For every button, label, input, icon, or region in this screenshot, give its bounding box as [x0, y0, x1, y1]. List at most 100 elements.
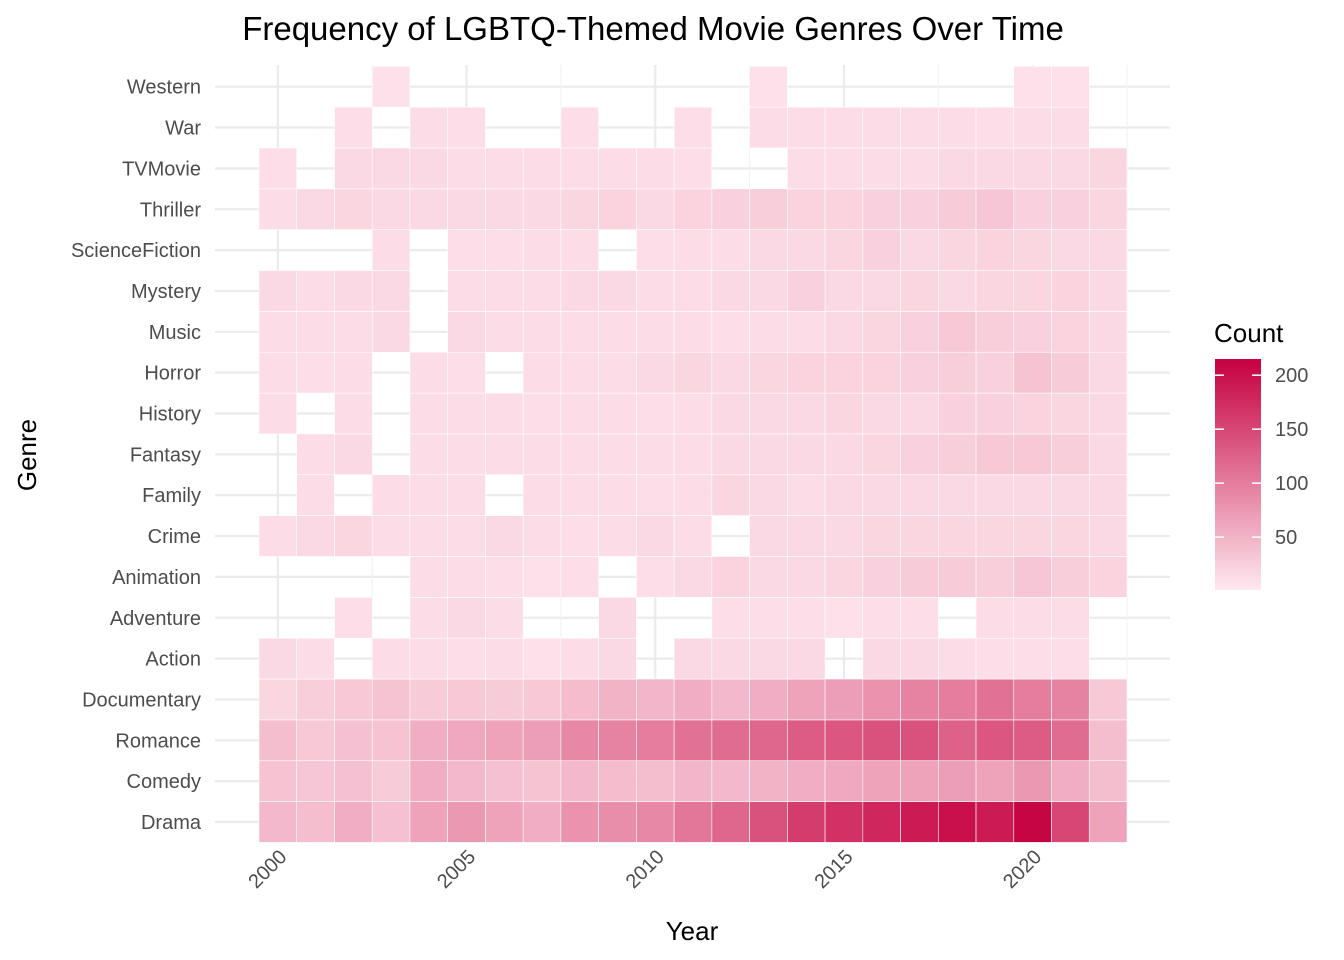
heatmap-cell — [787, 760, 826, 802]
heatmap-cell — [900, 515, 939, 557]
heatmap-cell — [409, 474, 448, 516]
heatmap-cell — [334, 678, 373, 721]
heatmap-cell — [824, 188, 864, 230]
heatmap-cell — [409, 106, 448, 149]
y-tick-label: Music — [149, 322, 201, 344]
heatmap-cell — [636, 678, 675, 721]
heatmap-cell — [673, 637, 713, 680]
heatmap-cell — [447, 229, 486, 271]
heatmap-cell — [485, 678, 524, 721]
heatmap-cell — [258, 392, 298, 435]
heatmap-cell — [598, 392, 637, 435]
heatmap-cell — [673, 351, 713, 394]
heatmap-cell — [636, 801, 675, 843]
heatmap-cell — [447, 433, 486, 476]
heatmap-cell — [1088, 760, 1128, 802]
legend-tick-label: 100 — [1275, 473, 1308, 495]
chart-title: Frequency of LGBTQ-Themed Movie Genres O… — [242, 10, 1064, 47]
heatmap-cell — [522, 392, 562, 435]
heatmap-cell — [447, 147, 486, 190]
heatmap-cell — [409, 433, 448, 476]
heatmap-cell — [636, 229, 675, 271]
heatmap-cell — [636, 474, 675, 516]
heatmap-cell — [1013, 188, 1052, 230]
heatmap-cell — [938, 433, 977, 476]
y-tick-label: ScienceFiction — [71, 240, 201, 262]
heatmap-cell — [296, 270, 335, 312]
heatmap-cell — [787, 433, 826, 476]
heatmap-cell — [862, 147, 901, 190]
heatmap-cell — [673, 760, 713, 802]
heatmap-cell — [485, 270, 524, 312]
heatmap-cell — [296, 351, 335, 394]
heatmap-cell — [975, 270, 1015, 312]
heatmap-cell — [409, 637, 448, 680]
heatmap-cell — [598, 270, 637, 312]
heatmap-cell — [1088, 270, 1128, 312]
heatmap-cell — [711, 637, 750, 680]
heatmap-cell — [447, 392, 486, 435]
heatmap-cell — [636, 270, 675, 312]
heatmap-cell — [371, 760, 411, 802]
heatmap-cell — [749, 678, 788, 721]
heatmap-cell — [447, 801, 486, 843]
legend-tick-label: 200 — [1275, 365, 1308, 387]
heatmap-cell — [334, 106, 373, 149]
heatmap-cell — [258, 678, 298, 721]
heatmap-cell — [862, 351, 901, 394]
heatmap-cell — [749, 556, 788, 598]
heatmap-cell — [1051, 229, 1090, 271]
heatmap-cell — [673, 311, 713, 353]
heatmap-cell — [598, 311, 637, 353]
heatmap-cell — [1013, 229, 1052, 271]
y-tick-label: Action — [145, 649, 201, 671]
heatmap-cell — [447, 719, 486, 762]
heatmap-cell — [447, 270, 486, 312]
heatmap-cell — [900, 474, 939, 516]
heatmap-cell — [1013, 556, 1052, 598]
heatmap-cell — [485, 392, 524, 435]
heatmap-cell — [787, 229, 826, 271]
heatmap-cell — [371, 801, 411, 843]
heatmap-cell — [1051, 678, 1090, 721]
heatmap-cell — [1013, 515, 1052, 557]
legend-tick-labels: 50 100 150 200 — [1215, 365, 1308, 549]
heatmap-cell — [598, 188, 637, 230]
heatmap-cell — [824, 556, 864, 598]
x-tick-label: 2005 — [433, 846, 480, 893]
heatmap-cell — [1088, 229, 1128, 271]
heatmap-cell — [749, 719, 788, 762]
heatmap-cell — [258, 801, 298, 843]
heatmap-cell — [673, 106, 713, 149]
x-tick-label: 2010 — [622, 846, 669, 893]
heatmap-cell — [560, 637, 599, 680]
heatmap-cell — [334, 515, 373, 557]
heatmap-cell — [1051, 515, 1090, 557]
heatmap-cell — [938, 474, 977, 516]
heatmap-cell — [900, 106, 939, 149]
heatmap-cell — [711, 760, 750, 802]
heatmap-cell — [862, 106, 901, 149]
heatmap-cell — [824, 147, 864, 190]
y-tick-label: Fantasy — [130, 444, 201, 466]
y-tick-label: Mystery — [131, 281, 201, 303]
heatmap-cell — [900, 556, 939, 598]
heatmap-cell — [938, 637, 977, 680]
heatmap-cell — [975, 474, 1015, 516]
heatmap-cell — [409, 351, 448, 394]
heatmap-cell — [862, 474, 901, 516]
heatmap-cell — [1088, 719, 1128, 762]
heatmap-cell — [296, 760, 335, 802]
heatmap-cell — [636, 188, 675, 230]
heatmap-cell — [334, 597, 373, 639]
heatmap-cell — [711, 597, 750, 639]
heatmap-cell — [749, 474, 788, 516]
heatmap-cell — [862, 760, 901, 802]
heatmap-cell — [787, 719, 826, 762]
heatmap-cell — [1051, 433, 1090, 476]
heatmap-cell — [824, 719, 864, 762]
y-tick-label: Family — [142, 485, 201, 507]
heatmap-cell — [938, 392, 977, 435]
color-legend: Count 50 100 150 200 — [1214, 318, 1308, 590]
